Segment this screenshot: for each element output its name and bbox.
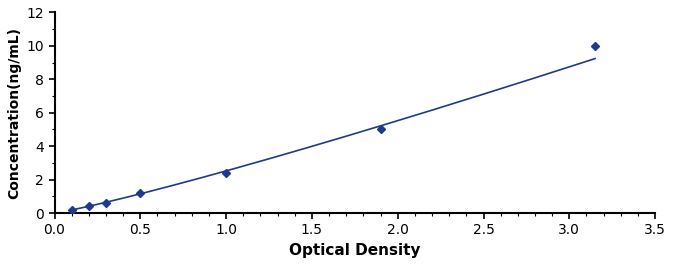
X-axis label: Optical Density: Optical Density xyxy=(289,243,421,258)
Y-axis label: Concentration(ng/mL): Concentration(ng/mL) xyxy=(7,27,21,199)
